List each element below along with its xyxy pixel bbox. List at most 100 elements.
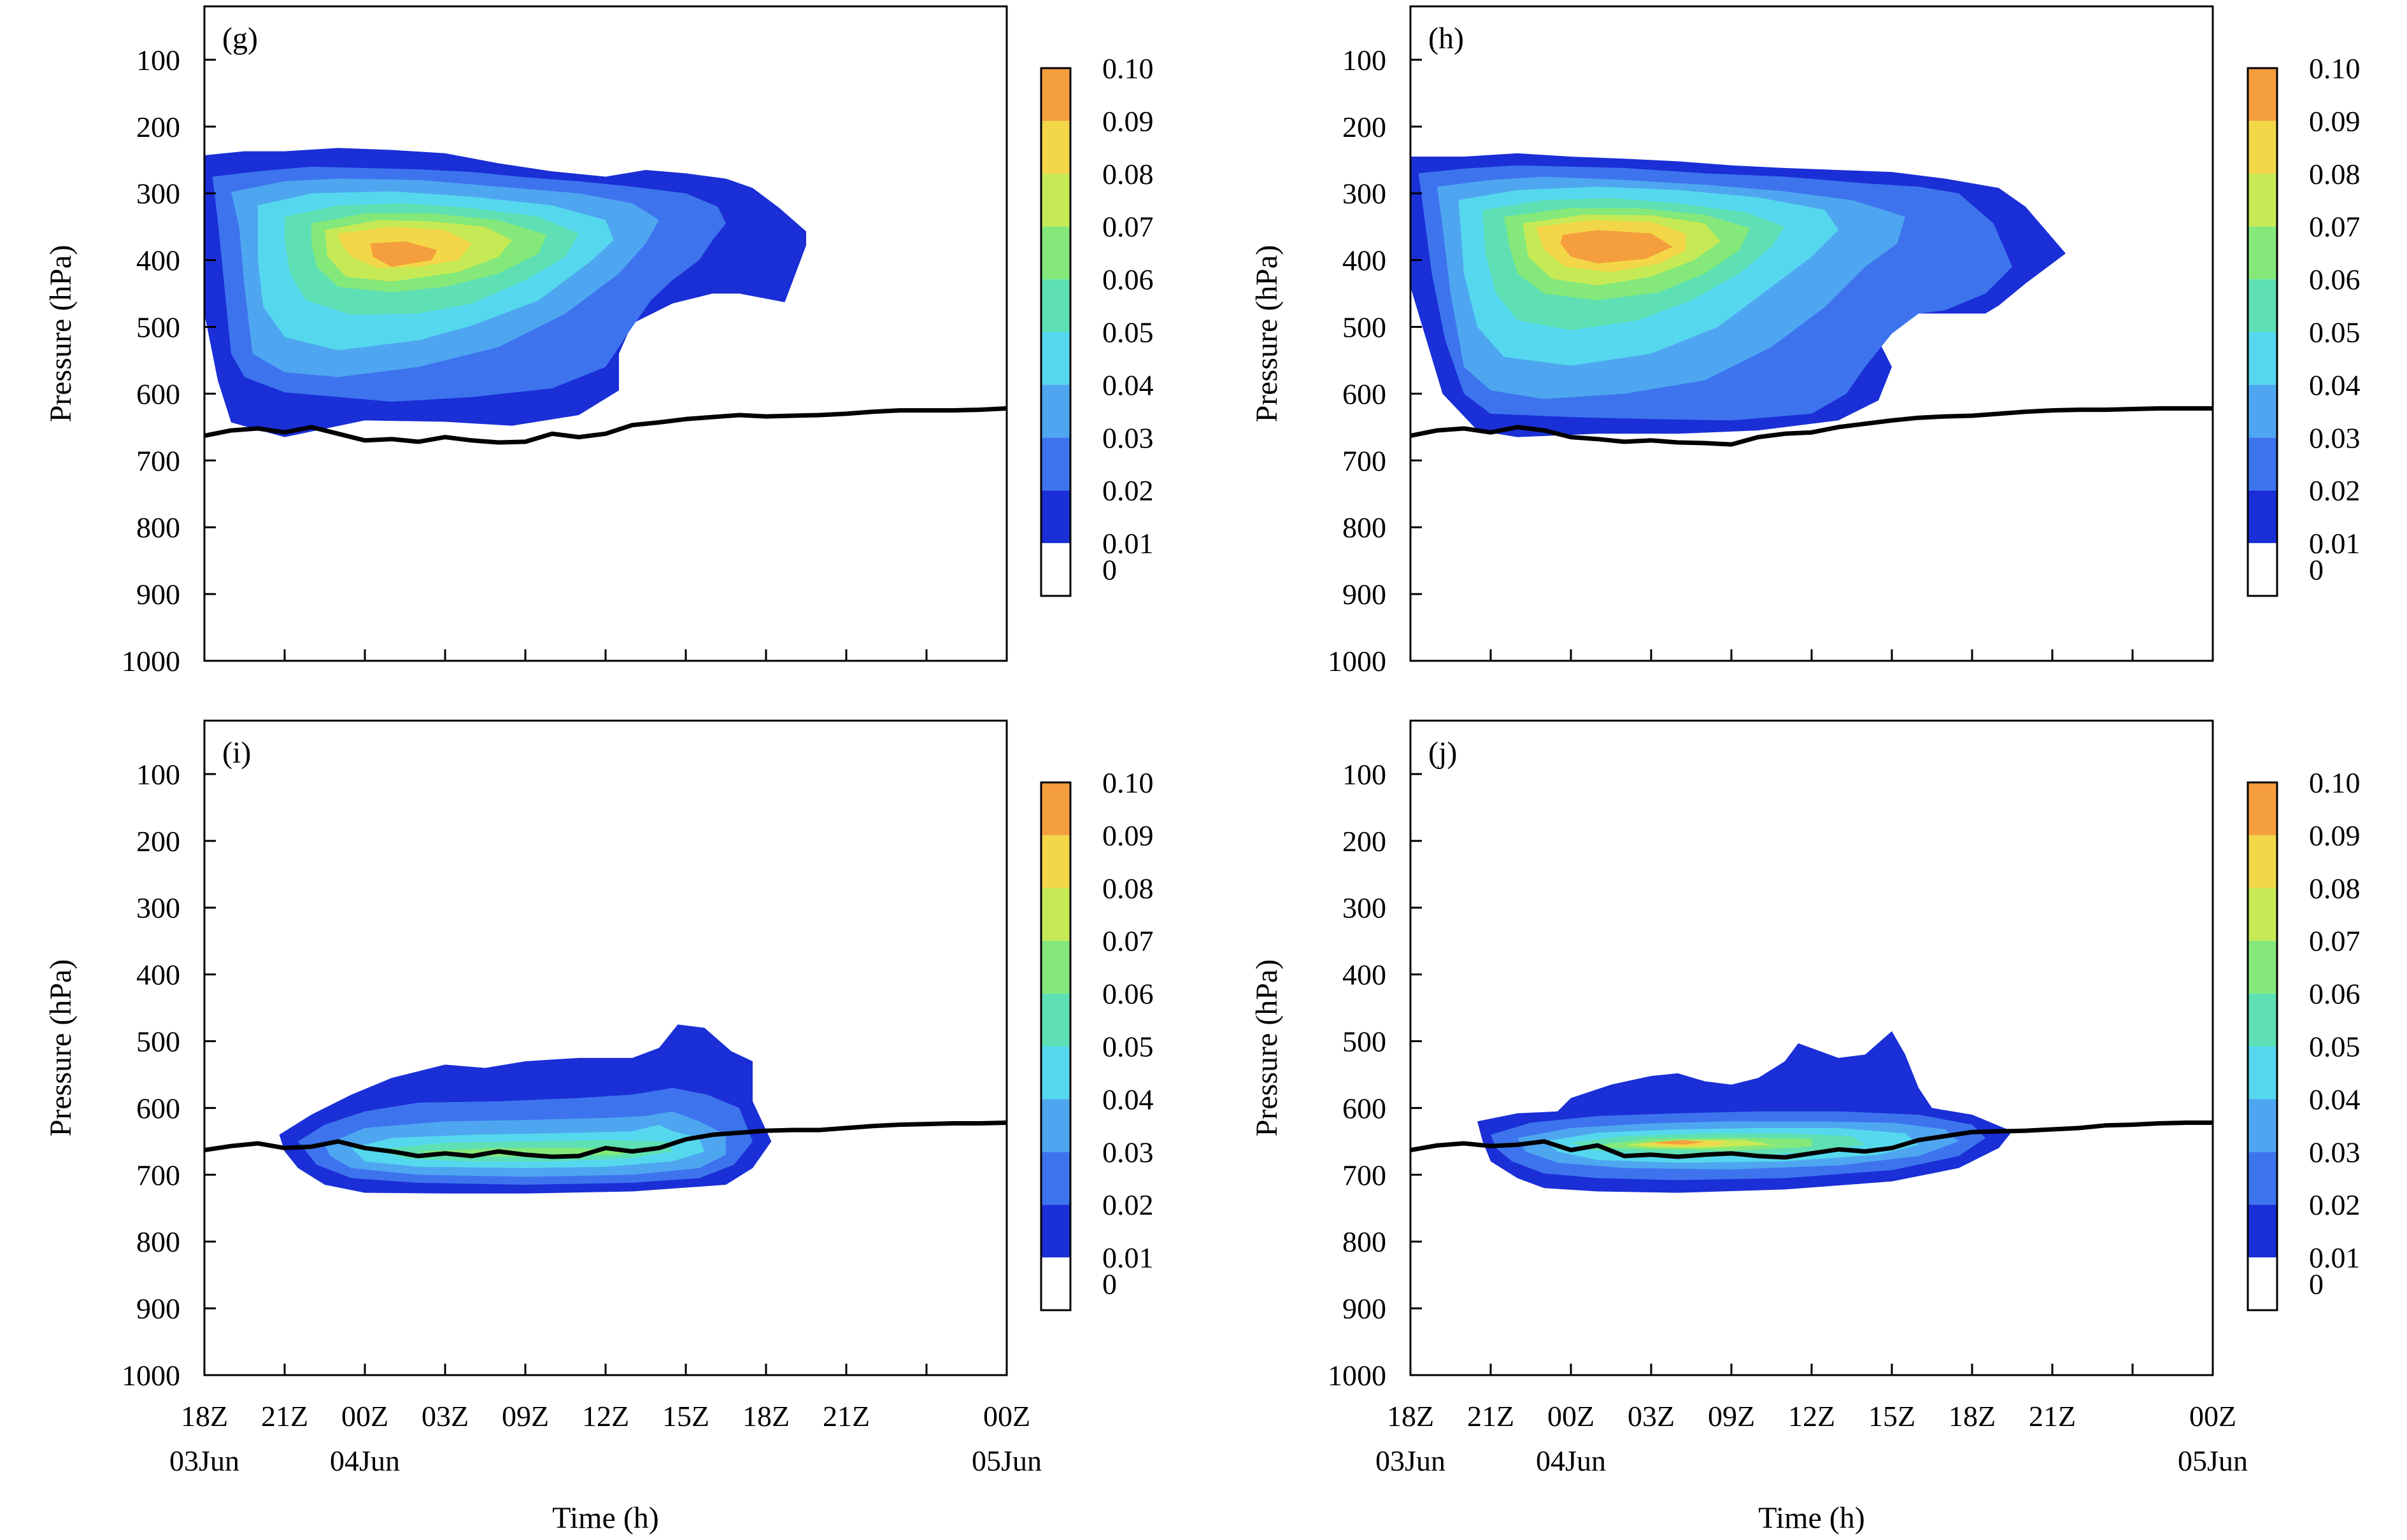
colorbar-label: 0.03 <box>1102 421 1154 454</box>
colorbar-label: 0.07 <box>2309 211 2361 243</box>
colorbar-label: 0.07 <box>1102 211 1154 243</box>
colorbar-segment <box>1041 279 1070 332</box>
colorbar-label: 0.05 <box>2309 316 2361 349</box>
y-tick-label: 100 <box>1342 758 1386 791</box>
colorbar-frame <box>2247 67 2278 597</box>
colorbar-segment <box>2248 1152 2277 1205</box>
colorbar: 00.01 0.02 0.03 0.04 0.05 0.06 0.07 0.08 0.09 0.1… <box>2247 52 2361 597</box>
colorbar-label: 0.06 <box>1102 978 1154 1010</box>
colorbar-label: 0.10 <box>1102 766 1154 799</box>
contour-0.09 <box>1560 230 1673 264</box>
y-tick-label: 200 <box>136 825 180 858</box>
colorbar-segment <box>1041 332 1070 385</box>
colorbar-segment <box>2248 1099 2277 1152</box>
colorbar-segment <box>1041 887 1070 941</box>
y-tick-label: 800 <box>1342 1226 1386 1258</box>
colorbar-label: 0.02 <box>2309 1189 2361 1221</box>
colorbar-label: 0.09 <box>2309 105 2361 138</box>
y-tick-label: 500 <box>136 1026 180 1058</box>
colorbar-label: 0.06 <box>2309 978 2361 1010</box>
x-axis-title: Time (h) <box>552 1501 659 1535</box>
colorbar-segment <box>1041 226 1070 279</box>
panel-label: (h) <box>1428 22 1464 55</box>
colorbar-label: 0.04 <box>2309 1083 2361 1115</box>
plot-area <box>1410 6 2213 661</box>
colorbar-frame <box>2247 781 2278 1311</box>
x-tick-label: 21Z <box>261 1400 308 1432</box>
panel-1: 100 200 300 400 500 600 700 800 900 1000 (g) Pressu… <box>44 5 1154 677</box>
colorbar-segment <box>2248 385 2277 438</box>
x-tick-label: 09Z <box>502 1400 549 1432</box>
colorbar-segment <box>1041 543 1070 596</box>
x-tick-label: 21Z <box>2029 1400 2076 1432</box>
colorbar-label: 0.09 <box>1102 819 1154 852</box>
y-tick-label: 300 <box>1342 892 1386 924</box>
y-tick-label: 500 <box>1342 311 1386 344</box>
colorbar-segment <box>2248 543 2277 596</box>
y-tick-label: 900 <box>136 578 180 611</box>
colorbar-frame <box>1040 781 1072 1311</box>
colorbar-segment <box>1041 940 1070 994</box>
colorbar-label: 0.09 <box>2309 819 2361 852</box>
colorbar-segment <box>1041 120 1070 174</box>
colorbar-label: 0.06 <box>1102 264 1154 296</box>
colorbar-label: 0.08 <box>1102 872 1154 905</box>
colorbar-label: 0.02 <box>1102 1189 1154 1221</box>
colorbar-segment <box>2248 887 2277 941</box>
colorbar: 00.01 0.02 0.03 0.04 0.05 0.06 0.07 0.08 0.09 0.1… <box>1040 766 1154 1311</box>
colorbar-label: 0 <box>2309 554 2324 586</box>
colorbar-label: 0.01 <box>1102 1241 1154 1274</box>
y-tick-label: 400 <box>1342 244 1386 277</box>
colorbar-label: 0.04 <box>1102 369 1154 401</box>
colorbar-label: 0 <box>1102 554 1117 586</box>
surface-pressure-line <box>1410 406 2213 447</box>
x-tick-label: 00Z <box>983 1400 1030 1432</box>
contour-0.09 <box>370 241 437 267</box>
x-tick-label: 18Z <box>1949 1400 1996 1432</box>
colorbar-label: 0.05 <box>1102 1031 1154 1063</box>
colorbar-label: 0.02 <box>1102 474 1154 507</box>
surface-pressure-line <box>204 406 1007 445</box>
colorbar-segment <box>1041 1204 1070 1258</box>
colorbar-segment <box>1041 782 1070 835</box>
panel-label: (i) <box>222 736 251 770</box>
panel-label: (g) <box>222 22 258 55</box>
colorbar-label: 0.03 <box>2309 421 2361 454</box>
x-date-label: 05Jun <box>2178 1445 2248 1477</box>
colorbar-segment <box>1041 1046 1070 1099</box>
x-tick-label: 12Z <box>582 1400 629 1432</box>
colorbar-segment <box>1041 385 1070 438</box>
colorbar-label: 0.05 <box>1102 316 1154 349</box>
x-tick-label: 09Z <box>1708 1400 1755 1432</box>
y-axis-title: Pressure (hPa) <box>44 959 78 1137</box>
colorbar-frame <box>1040 67 1072 597</box>
colorbar-label: 0.01 <box>1102 527 1154 560</box>
y-tick-label: 500 <box>136 311 180 344</box>
plot-background <box>204 721 1007 1375</box>
x-tick-label: 00Z <box>2189 1400 2236 1432</box>
colorbar-label: 0.04 <box>2309 369 2361 401</box>
y-tick-label: 600 <box>136 1092 180 1124</box>
colorbar-segment <box>2248 68 2277 121</box>
y-tick-label: 1000 <box>1328 645 1386 677</box>
x-tick-label: 15Z <box>662 1400 709 1432</box>
y-tick-label: 800 <box>136 511 180 544</box>
colorbar-segment <box>1041 993 1070 1047</box>
plot-area <box>1410 721 2213 1375</box>
colorbar-segment <box>1041 1099 1070 1152</box>
y-tick-label: 100 <box>1342 44 1386 76</box>
colorbar-segment <box>2248 940 2277 994</box>
colorbar-label: 0.08 <box>2309 158 2361 190</box>
panel-label: (j) <box>1428 736 1457 770</box>
colorbar-label: 0.03 <box>2309 1136 2361 1168</box>
colorbar-label: 0.10 <box>1102 52 1154 85</box>
colorbar-segment <box>2248 1204 2277 1258</box>
x-axis-title: Time (h) <box>1758 1501 1865 1535</box>
surface-pressure-line <box>1410 1120 2213 1160</box>
plot-background <box>1410 721 2213 1375</box>
surface-pressure-line <box>204 1120 1007 1159</box>
y-axis-title: Pressure (hPa) <box>1250 245 1284 423</box>
y-tick-label: 300 <box>1342 178 1386 210</box>
colorbar-label: 0.07 <box>2309 925 2361 957</box>
